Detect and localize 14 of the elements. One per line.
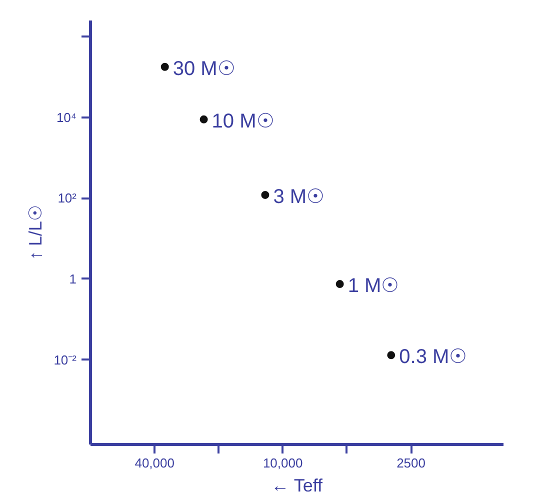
annotation: 3 M☉ bbox=[273, 186, 325, 208]
annotation: 30 M☉ bbox=[172, 58, 236, 80]
annotation: 10 M☉ bbox=[212, 110, 274, 132]
annotation: 0.3 M☉ bbox=[399, 346, 468, 368]
annotation: 1 M☉ bbox=[348, 275, 400, 298]
y-tick-label: 10² bbox=[58, 190, 78, 206]
y-tick-label: 10⁻² bbox=[54, 352, 78, 368]
x-tick-label: 2500 bbox=[396, 456, 426, 470]
y-axis-title: ↑ L/L☉ bbox=[26, 204, 46, 260]
y-tick-label: 1 bbox=[69, 271, 77, 286]
x-tick-label: 10,000 bbox=[262, 456, 303, 470]
x-axis-title: ← Teff bbox=[271, 476, 324, 496]
y-tick-label: 10⁴ bbox=[56, 110, 76, 125]
x-tick-label: 40,000 bbox=[134, 456, 174, 470]
